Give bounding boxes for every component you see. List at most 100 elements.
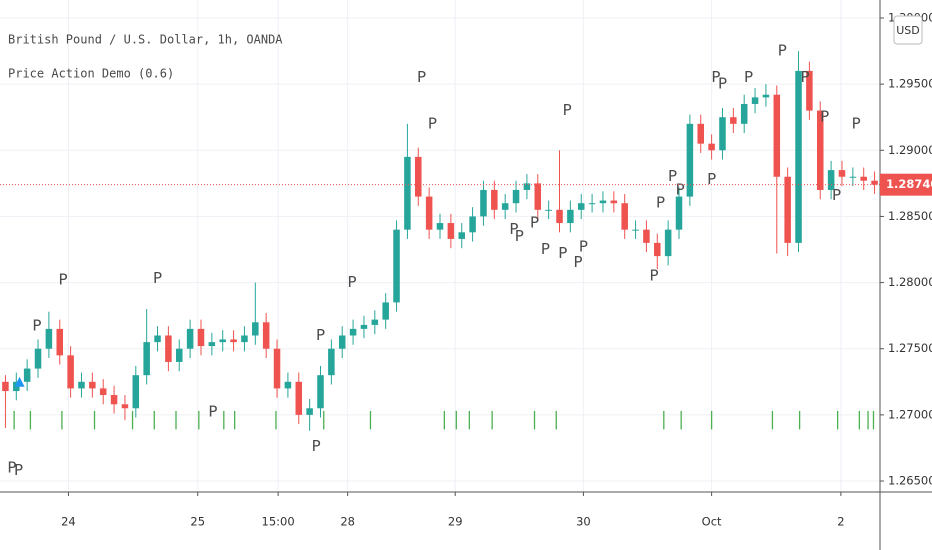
candle-body [328, 348, 335, 376]
candle-body [34, 348, 42, 369]
candle-body [708, 143, 715, 151]
candle-body [197, 328, 205, 347]
candle-body [458, 232, 465, 239]
pattern-marker: P [573, 253, 582, 271]
x-tick-label: 29 [448, 515, 463, 529]
candle-body [773, 94, 781, 177]
candle-body [143, 342, 150, 376]
candle-body [393, 229, 400, 303]
candle-body [404, 156, 411, 230]
y-tick-label: 1.28500 [888, 209, 932, 223]
candle-body [262, 322, 270, 349]
candle-body [56, 328, 64, 356]
candle-body [762, 94, 770, 98]
pattern-marker: P [801, 68, 810, 86]
y-tick-label: 1.27500 [888, 341, 932, 355]
candle-body [415, 156, 422, 197]
pattern-marker: P [509, 220, 518, 238]
currency-label[interactable]: USD [896, 24, 920, 37]
candle-body [871, 180, 878, 185]
candle-body [165, 335, 172, 362]
pattern-marker: P [852, 114, 861, 132]
candle-body [219, 339, 226, 343]
pattern-marker: P [428, 114, 437, 132]
pattern-marker: P [711, 68, 720, 86]
chart-title: British Pound / U.S. Dollar, 1h, OANDA [8, 33, 283, 47]
candle-body [273, 348, 281, 389]
candle-body [154, 335, 161, 343]
x-tick-label: Oct [702, 515, 722, 529]
candle-body [78, 381, 85, 389]
pattern-marker: P [668, 167, 677, 185]
candle-body [360, 324, 368, 329]
currency-button[interactable] [893, 15, 923, 45]
candle-body [252, 322, 259, 336]
candle-body [491, 189, 498, 210]
candle-body [654, 242, 661, 257]
signal-triangle [14, 376, 25, 387]
candle-body [632, 229, 639, 231]
candle-body [664, 229, 672, 257]
candle-body [501, 203, 509, 210]
candle-body [447, 223, 455, 239]
candle-body [534, 183, 542, 210]
pattern-marker: P [650, 266, 659, 284]
candle-body [241, 335, 248, 343]
candle-body [67, 355, 74, 389]
candle-body [284, 381, 292, 389]
x-tick-label: 28 [340, 515, 355, 529]
candle-body [176, 348, 183, 362]
candle-body [751, 97, 759, 104]
pattern-marker: P [707, 170, 716, 188]
pattern-marker: P [316, 326, 325, 344]
x-tick-label: 15:00 [262, 515, 295, 529]
candle-body [806, 70, 813, 111]
candle-body [697, 123, 704, 144]
pattern-marker: P [676, 180, 685, 198]
candle-body [230, 339, 237, 343]
candle-body [849, 176, 857, 178]
candle-body [306, 408, 313, 415]
candle-body [577, 203, 585, 210]
x-tick-label: 2 [837, 515, 844, 529]
candle-body [686, 123, 694, 197]
candle-body [567, 209, 574, 224]
candle-body [436, 223, 444, 230]
candle-body [23, 368, 31, 382]
candle-body [295, 381, 303, 415]
candle-body [838, 170, 846, 177]
pattern-marker: P [541, 240, 550, 258]
candle-body [89, 381, 96, 389]
pattern-marker: P [7, 458, 16, 476]
candle-body [860, 176, 867, 181]
pattern-marker: P [656, 194, 665, 212]
pattern-marker: P [558, 244, 567, 262]
candle-body [784, 176, 791, 243]
candle-body [816, 110, 824, 190]
pattern-marker: P [744, 68, 753, 86]
pattern-marker: P [820, 108, 829, 126]
pattern-marker: P [417, 68, 426, 86]
y-tick-label: 1.29500 [888, 77, 932, 91]
y-tick-label: 1.27000 [888, 407, 932, 421]
pattern-marker: P [579, 237, 588, 255]
candle-body [45, 328, 53, 349]
candle-body [425, 196, 433, 230]
candle-body [2, 381, 9, 392]
x-tick-label: 24 [61, 515, 76, 529]
candle-body [643, 229, 650, 243]
candle-body [469, 216, 476, 233]
candle-body [523, 183, 531, 190]
candle-body [371, 319, 379, 325]
candle-body [121, 404, 129, 409]
pattern-marker: P [208, 403, 217, 421]
pattern-marker: P [563, 101, 572, 119]
candle-body [110, 395, 118, 405]
indicator-title: Price Action Demo (0.6) [8, 67, 174, 81]
last-price-box [880, 173, 932, 196]
y-tick-label: 1.28000 [888, 275, 932, 289]
candle-body [317, 375, 324, 409]
pattern-marker: P [58, 270, 67, 288]
candle-body [132, 375, 140, 409]
y-tick-label: 1.29000 [888, 143, 932, 157]
